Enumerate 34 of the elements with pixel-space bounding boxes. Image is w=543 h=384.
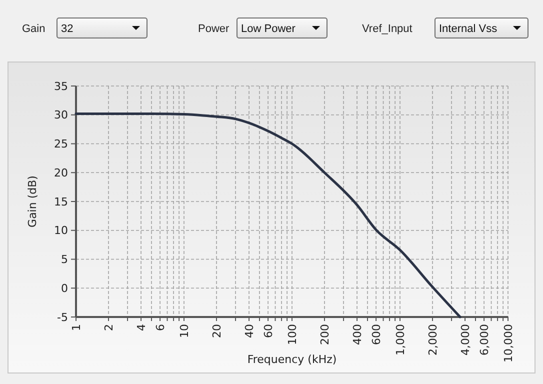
y-tick-label: 5 [61,253,68,266]
x-tick-label: 4 [134,324,148,331]
y-tick-label: 35 [54,80,68,93]
y-tick-label: 15 [54,195,68,208]
x-tick-label: 4,000 [458,324,472,356]
text: Power [198,23,230,35]
x-tick-label: 6 [154,324,167,331]
x-tick-label: 1,000 [394,324,407,356]
text: Vref_Input [362,23,412,35]
dropdown-field: Internal Vss [434,18,528,38]
y-axis-title: Gain (dB) [26,176,39,228]
x-tick-label: 60 [262,324,275,338]
x-tick-label: 400 [350,324,364,345]
dropdown-field: Low Power [236,18,328,38]
x-tick-label: 600 [370,324,383,345]
y-tick-label: 20 [54,166,68,180]
y-tick-label: 25 [54,138,68,151]
x-tick-label: 20 [210,324,224,338]
dropdown-field: 32 [56,18,148,38]
x-tick-label: 2,000 [426,324,440,356]
x-tick-label: 2 [102,324,116,331]
text: Gain [22,23,46,35]
x-tick-label: 1 [70,324,83,331]
x-tick-label: 10,000 [502,324,515,362]
x-tick-label: 100 [286,324,299,345]
x-tick-label: 10 [178,324,191,338]
y-tick-label: 10 [54,224,68,238]
y-tick-label: 30 [54,108,68,122]
y-tick-label: 0 [61,282,68,295]
x-tick-label: 40 [242,324,256,338]
x-tick-label: 6,000 [478,324,491,356]
x-tick-label: 200 [318,324,332,345]
y-tick-label: -5 [57,310,68,324]
x-axis-title: Frequency (kHz) [247,353,337,366]
